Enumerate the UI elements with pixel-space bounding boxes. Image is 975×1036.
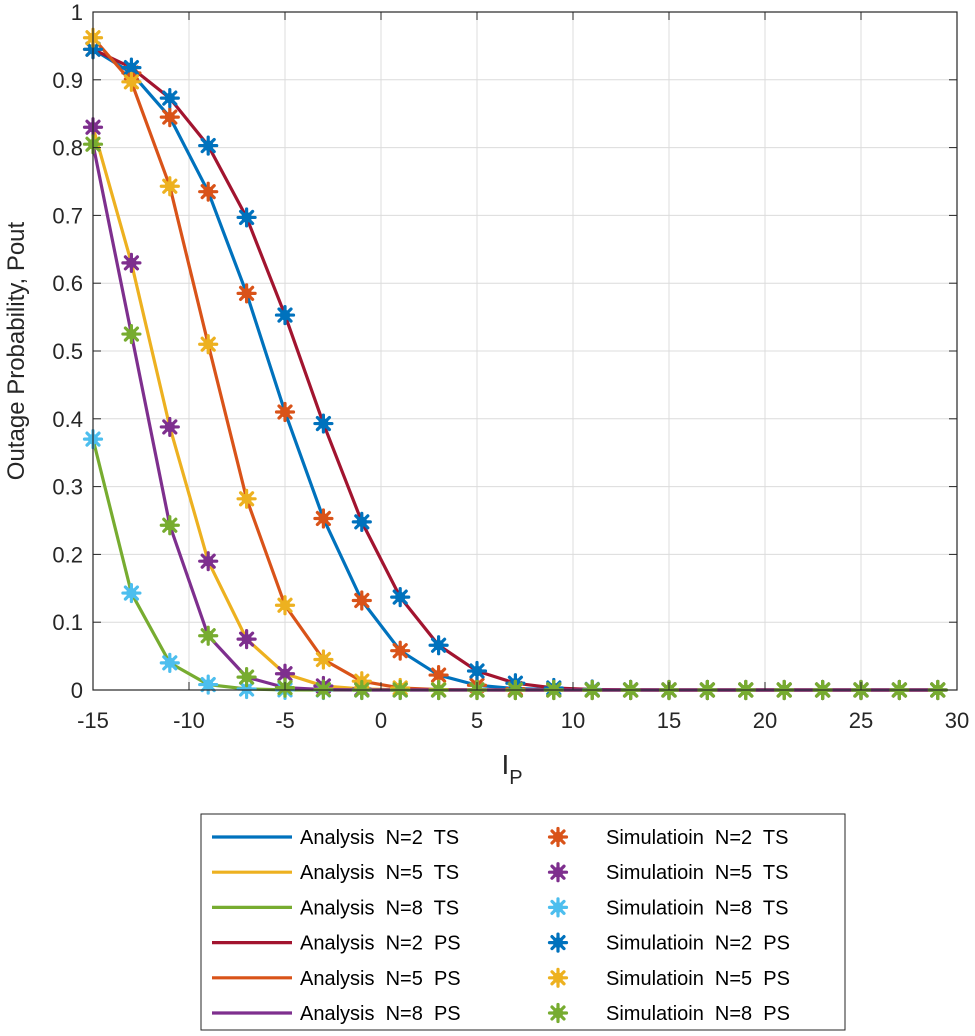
x-axis-ticks: -15 -10 -5 0 5 10 15 20 25 30 bbox=[77, 12, 969, 733]
x-tick-label: -15 bbox=[77, 708, 109, 733]
series-6-point bbox=[428, 664, 449, 686]
series-11-point bbox=[236, 667, 257, 688]
series-6-point bbox=[351, 590, 372, 611]
series-8-point bbox=[159, 652, 180, 673]
legend-label: Simulatioin N=5 TS bbox=[606, 862, 789, 884]
series-9-point bbox=[198, 135, 219, 156]
series-8-point bbox=[121, 582, 142, 604]
legend-label: Simulatioin N=8 TS bbox=[606, 897, 789, 919]
legend-marker-swatch bbox=[547, 826, 569, 848]
y-tick-label: 0.8 bbox=[52, 136, 83, 161]
y-axis-ticks: 0 0.1 0.2 0.3 0.4 0.5 0.6 0.7 0.8 0.9 1 bbox=[52, 0, 957, 703]
y-tick-label: 0.3 bbox=[52, 475, 83, 500]
x-tick-label: -5 bbox=[275, 708, 295, 733]
legend-label: Simulatioin N=2 TS bbox=[606, 827, 789, 849]
x-tick-label: 0 bbox=[375, 708, 387, 733]
series-10-point bbox=[274, 595, 296, 616]
series-7-point bbox=[198, 551, 219, 572]
series-9-point bbox=[428, 635, 449, 656]
series-10-point bbox=[159, 176, 180, 197]
y-axis-label: Outage Probability, Pout bbox=[3, 221, 30, 480]
series-8-point bbox=[236, 678, 257, 700]
x-axis-label: IP bbox=[501, 749, 522, 789]
y-tick-label: 0.2 bbox=[52, 542, 83, 567]
legend-marker-swatch bbox=[547, 932, 569, 953]
series-9-point bbox=[466, 660, 488, 682]
legend-marker-swatch bbox=[547, 1002, 569, 1024]
grid-lines bbox=[93, 12, 957, 690]
series-6-point bbox=[390, 640, 411, 661]
legend-box bbox=[200, 813, 846, 1031]
series-9-point bbox=[390, 587, 411, 608]
series-6-point bbox=[159, 106, 180, 128]
series-10-point bbox=[121, 71, 142, 92]
series-6-point bbox=[274, 401, 296, 423]
series-8-point bbox=[198, 674, 219, 695]
legend-label: Simulatioin N=5 PS bbox=[606, 968, 790, 990]
legend-marker-swatch bbox=[547, 897, 569, 918]
series-10-point bbox=[313, 649, 334, 670]
legend-label: Analysis N=5 TS bbox=[300, 862, 459, 884]
legend-label: Analysis N=8 TS bbox=[300, 897, 459, 919]
x-tick-label: 30 bbox=[945, 708, 969, 733]
series-11-point bbox=[159, 515, 180, 536]
series-7-point bbox=[236, 629, 257, 650]
series-9-point bbox=[121, 57, 142, 78]
legend-marker-swatch bbox=[547, 862, 569, 883]
y-tick-label: 0.4 bbox=[52, 407, 83, 432]
y-tick-label: 1 bbox=[71, 0, 83, 25]
series-9-point bbox=[236, 207, 257, 228]
series-10-point bbox=[198, 334, 219, 355]
x-tick-label: 20 bbox=[753, 708, 777, 733]
legend-label: Simulatioin N=2 PS bbox=[606, 933, 790, 955]
series-9-point bbox=[159, 88, 180, 109]
series-6-point bbox=[313, 508, 334, 529]
series-6-point bbox=[198, 181, 219, 202]
series-9-point bbox=[313, 413, 334, 434]
legend: Analysis N=2 TS Analysis N=5 TS Analysis N… bbox=[200, 813, 846, 1031]
x-tick-label: 10 bbox=[561, 708, 585, 733]
series-11-point bbox=[198, 625, 219, 646]
legend-marker-swatch bbox=[547, 967, 569, 988]
series-11-point bbox=[121, 323, 142, 345]
series-7-point bbox=[121, 252, 142, 273]
x-tick-label: 5 bbox=[471, 708, 483, 733]
legend-label: Simulatioin N=8 PS bbox=[606, 1003, 790, 1025]
legend-label: Analysis N=2 TS bbox=[300, 827, 459, 849]
legend-label: Analysis N=5 PS bbox=[300, 968, 461, 990]
y-tick-label: 0 bbox=[71, 678, 83, 703]
series-6-point bbox=[236, 283, 257, 304]
series-7-point bbox=[159, 416, 180, 438]
legend-label: Analysis N=8 PS bbox=[300, 1003, 461, 1025]
x-tick-label: 25 bbox=[849, 708, 873, 733]
series-9-point bbox=[274, 304, 296, 326]
y-tick-label: 0.9 bbox=[52, 68, 83, 93]
y-tick-label: 0.7 bbox=[52, 203, 83, 228]
x-tick-label: -10 bbox=[173, 708, 205, 733]
y-tick-label: 0.6 bbox=[52, 271, 83, 296]
y-tick-label: 0.1 bbox=[52, 610, 83, 635]
x-axis-label-subscript: P bbox=[509, 767, 522, 789]
legend-label: Analysis N=2 PS bbox=[300, 933, 461, 955]
series-9-point bbox=[351, 511, 372, 532]
series-10-point bbox=[236, 488, 257, 509]
x-tick-label: 15 bbox=[657, 708, 681, 733]
y-tick-label: 0.5 bbox=[52, 339, 83, 364]
